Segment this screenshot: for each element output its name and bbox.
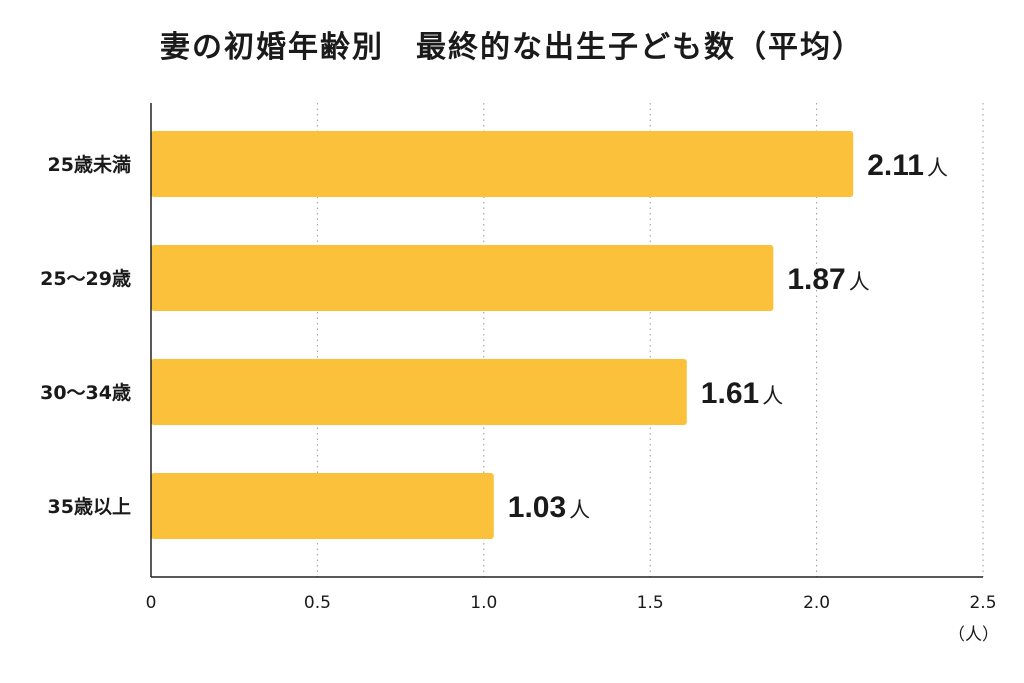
- bar-4: [151, 473, 494, 539]
- x-tick-label: 1.0: [470, 593, 497, 613]
- x-axis-unit-label: （人）: [948, 625, 999, 645]
- bar-2: [151, 245, 774, 311]
- x-tick-label: 2.5: [969, 593, 996, 613]
- category-label: 30～34歳: [40, 382, 131, 404]
- x-tick-label: 0.5: [304, 593, 331, 613]
- value-label: 1.87 人: [787, 263, 869, 296]
- value-label: 2.11 人: [867, 149, 948, 182]
- category-label: 25～29歳: [40, 268, 131, 290]
- value-label: 1.61 人: [701, 377, 783, 410]
- category-label: 25歳未満: [48, 153, 131, 176]
- category-label: 35歳以上: [48, 496, 131, 518]
- x-tick-label: 2.0: [803, 593, 830, 613]
- chart-title: 妻の初婚年齢別 最終的な出生子ども数（平均）: [160, 30, 864, 65]
- value-label: 1.03 人: [508, 491, 590, 524]
- x-tick-label: 1.5: [637, 593, 664, 613]
- bar-1: [151, 131, 854, 197]
- bar-3: [151, 359, 687, 425]
- x-tick-label: 0: [146, 593, 157, 613]
